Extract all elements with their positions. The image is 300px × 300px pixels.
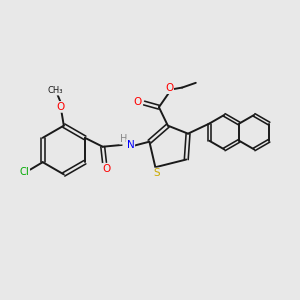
Text: S: S: [153, 169, 160, 178]
Text: O: O: [134, 97, 142, 106]
Text: H: H: [120, 134, 127, 144]
Text: N: N: [127, 140, 134, 150]
Text: Cl: Cl: [20, 167, 29, 177]
Text: O: O: [165, 83, 173, 93]
Text: CH₃: CH₃: [48, 86, 63, 95]
Text: O: O: [57, 102, 65, 112]
Text: O: O: [103, 164, 111, 174]
